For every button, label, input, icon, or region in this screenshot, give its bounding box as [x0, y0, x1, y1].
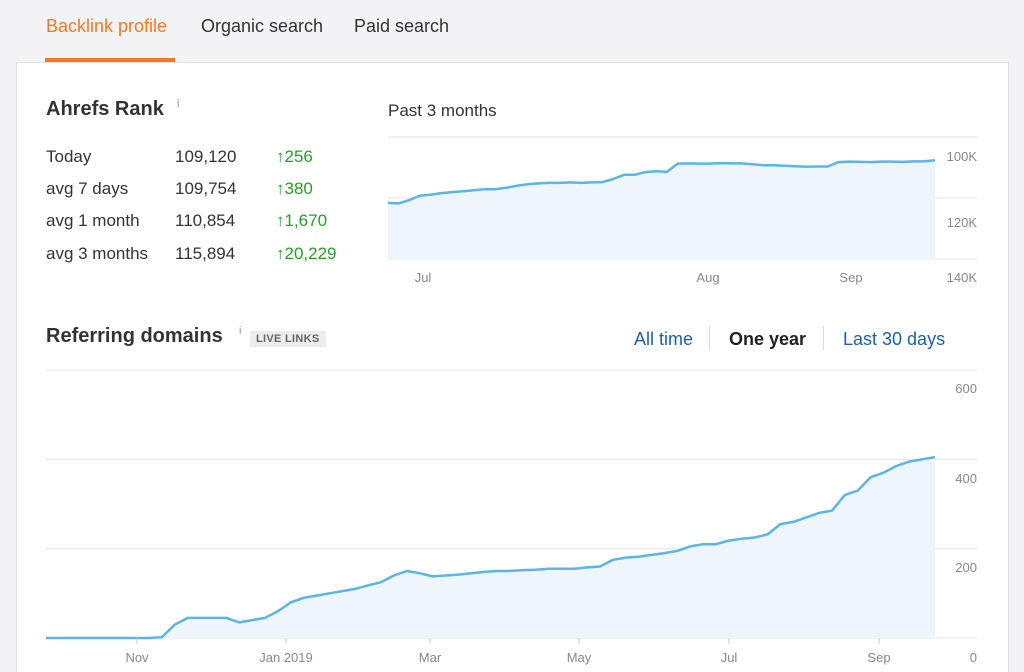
referring-line [46, 455, 936, 640]
rank-row-label: avg 3 months [46, 244, 149, 263]
arrow-up-icon: ↑ [276, 244, 285, 263]
x-tick-label: May [567, 650, 592, 665]
range-divider [709, 326, 710, 350]
x-tick-label: Aug [696, 270, 719, 285]
y-tick-label: 400 [955, 471, 977, 486]
x-tick-label: Jan 2019 [259, 650, 313, 665]
rank-row-label: avg 1 month [46, 211, 140, 230]
rank-row-label: avg 7 days [46, 179, 129, 198]
range-all-time[interactable]: All time [634, 329, 694, 349]
x-tick-label: Sep [839, 270, 862, 285]
range-one-year[interactable]: One year [729, 329, 807, 349]
y-tick-label: 0 [970, 650, 977, 665]
info-icon[interactable]: i [177, 98, 180, 110]
rank-row-value: 109,754 [175, 179, 237, 198]
top-tabs: Backlink profile Organic search Paid sea… [0, 0, 1024, 62]
referring-domains-title: Referring domains [46, 325, 223, 347]
rank-line [387, 158, 936, 205]
rank-row-value: 115,894 [175, 244, 236, 263]
rank-row-change: ↑380 [276, 179, 313, 198]
rank-row-value: 109,120 [175, 147, 237, 166]
referring-area [46, 457, 935, 638]
arrow-up-icon: ↑ [276, 211, 285, 230]
tab-backlink-profile[interactable]: Backlink profile [46, 16, 168, 36]
x-tick-label: Mar [419, 650, 442, 665]
y-tick-label: 140K [947, 270, 978, 285]
rank-row-change: ↑256 [276, 147, 313, 166]
y-tick-label: 100K [947, 149, 978, 164]
rank-row-value: 110,854 [175, 211, 236, 230]
y-tick-label: 120K [947, 215, 978, 230]
rank-row-label: Today [46, 147, 92, 166]
range-divider [823, 326, 824, 350]
arrow-up-icon: ↑ [276, 147, 285, 166]
x-tick-label: Jul [415, 270, 432, 285]
tab-organic-search[interactable]: Organic search [201, 16, 324, 36]
arrow-up-icon: ↑ [276, 179, 285, 198]
live-links-badge: LIVE LINKS [250, 331, 326, 347]
range-last-30-days[interactable]: Last 30 days [843, 329, 946, 349]
y-tick-label: 600 [955, 381, 977, 396]
info-icon[interactable]: i [239, 325, 242, 337]
ahrefs-rank-title: Ahrefs Rank [46, 98, 164, 120]
active-tab-underline [45, 58, 175, 62]
x-tick-label: Nov [125, 650, 149, 665]
tab-paid-search[interactable]: Paid search [354, 16, 450, 36]
rank-row-change: ↑20,229 [276, 244, 337, 263]
y-tick-label: 200 [955, 560, 977, 575]
rank-row-change: ↑1,670 [276, 211, 328, 230]
x-tick-label: Sep [867, 650, 890, 665]
rank-chart-period: Past 3 months [388, 101, 497, 120]
x-tick-label: Jul [721, 650, 738, 665]
